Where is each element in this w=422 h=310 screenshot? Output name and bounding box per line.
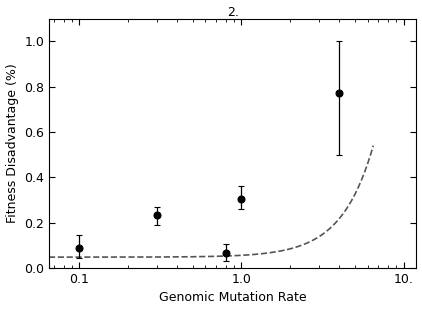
Title: 2.: 2.: [227, 6, 239, 19]
Y-axis label: Fitness Disadvantage (%): Fitness Disadvantage (%): [5, 64, 19, 223]
X-axis label: Genomic Mutation Rate: Genomic Mutation Rate: [159, 291, 306, 304]
